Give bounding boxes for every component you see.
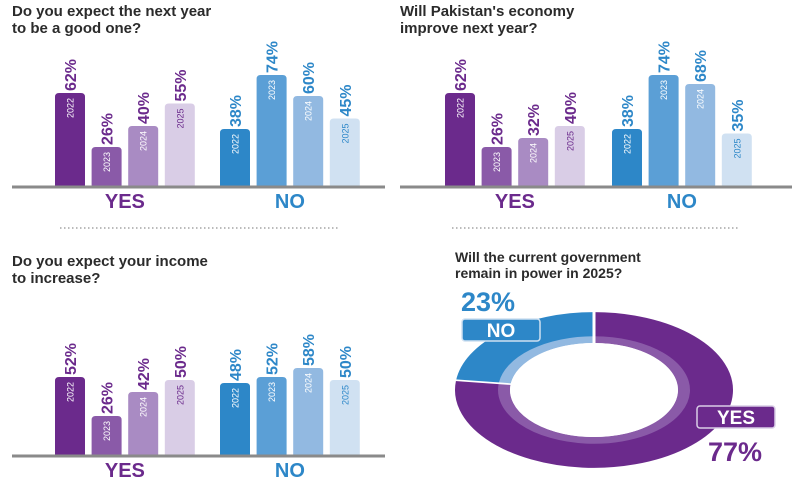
chart-title-next-year: Do you expect the next year to be a good… — [12, 3, 212, 37]
bar-yes-2022 — [445, 93, 475, 186]
bar-year-label: 2023 — [492, 152, 502, 172]
donut-label-no: NO — [487, 321, 516, 342]
bar-year-label: 2025 — [175, 385, 185, 405]
bar-value-label: 38% — [228, 95, 245, 127]
bar-no-2022 — [220, 383, 250, 455]
bar-year-label: 2024 — [304, 101, 314, 121]
group-label-yes: YES — [105, 191, 145, 213]
bar-value-label: 55% — [173, 69, 190, 101]
bar-value-label: 52% — [63, 343, 80, 375]
chart-title-economy: Will Pakistan's economy improve next yea… — [400, 3, 575, 37]
bar-no-2025 — [721, 133, 752, 186]
donut-value-no: 23% — [461, 287, 515, 317]
bar-value-label: 52% — [265, 343, 282, 375]
bar-year-label: 2022 — [231, 388, 241, 408]
bar-yes-2025 — [164, 103, 195, 186]
bar-year-label: 2022 — [623, 134, 633, 154]
bar-value-label: 45% — [338, 84, 355, 116]
bar-year-label: 2025 — [565, 131, 575, 151]
bar-yes-2024 — [128, 126, 159, 186]
bar-no-2025 — [329, 380, 360, 455]
bar-value-label: 40% — [136, 92, 153, 124]
bar-no-2024 — [685, 84, 716, 186]
donut-value-yes: 77% — [708, 437, 762, 467]
bar-no-2024 — [293, 368, 324, 455]
group-label-no: NO — [667, 191, 697, 213]
bar-year-label: 2023 — [267, 80, 277, 100]
bar-year-label: 2024 — [696, 89, 706, 109]
bar-value-label: 60% — [301, 62, 318, 94]
bar-no-2023 — [256, 75, 287, 186]
bar-value-label: 26% — [490, 113, 507, 145]
bar-no-2025 — [329, 118, 360, 186]
bar-value-label: 35% — [730, 99, 747, 131]
donut-slice-yes — [455, 312, 733, 468]
bar-value-label: 38% — [620, 95, 637, 127]
bar-chart-2: 2022 62% 2023 26% 2024 32% 2025 40% YES 2022 38% 20… — [400, 41, 792, 213]
bar-yes-2025 — [164, 380, 195, 455]
bar-yes-2025 — [554, 126, 585, 186]
bar-year-label: 2022 — [231, 134, 241, 154]
bar-year-label: 2024 — [304, 373, 314, 393]
chart-title-government: Will the current government remain in po… — [455, 249, 641, 281]
bar-year-label: 2024 — [529, 143, 539, 163]
donut-badge-no — [461, 318, 541, 342]
bar-value-label: 68% — [693, 50, 710, 82]
bar-value-label: 62% — [63, 59, 80, 91]
bar-value-label: 58% — [301, 334, 318, 366]
donut-inner-ring-yes — [498, 336, 690, 444]
bar-no-2022 — [612, 129, 642, 186]
bar-chart-3: 2022 52% 2023 26% 2024 42% 2025 50% YES 2022 48% 20… — [12, 334, 385, 480]
bar-value-label: 32% — [526, 104, 543, 136]
bar-yes-2023 — [91, 416, 122, 455]
bar-no-2024 — [293, 96, 324, 186]
bar-value-label: 62% — [453, 59, 470, 91]
bar-year-label: 2022 — [66, 98, 76, 118]
bar-value-label: 74% — [657, 41, 674, 73]
bar-year-label: 2023 — [267, 382, 277, 402]
donut-hole — [510, 342, 678, 438]
bar-year-label: 2024 — [139, 397, 149, 417]
bar-value-label: 50% — [173, 346, 190, 378]
bar-year-label: 2022 — [66, 382, 76, 402]
bar-value-label: 74% — [265, 41, 282, 73]
bar-chart-1: 2022 62% 2023 26% 2024 40% 2025 55% YES 2022 38% 20… — [12, 41, 385, 213]
group-label-yes: YES — [105, 460, 145, 480]
bar-year-label: 2023 — [102, 421, 112, 441]
bar-yes-2024 — [128, 392, 159, 455]
donut-badge-yes — [696, 405, 776, 429]
bar-year-label: 2025 — [340, 124, 350, 144]
bar-value-label: 48% — [228, 349, 245, 381]
chart-title-income: Do you expect your income to increase? — [12, 253, 208, 287]
group-label-no: NO — [275, 460, 305, 480]
bar-year-label: 2025 — [340, 385, 350, 405]
bar-year-label: 2025 — [732, 139, 742, 159]
bar-yes-2023 — [481, 147, 512, 186]
bar-yes-2022 — [55, 377, 85, 455]
bar-year-label: 2025 — [175, 109, 185, 129]
bar-value-label: 26% — [100, 113, 117, 145]
donut-inner-ring-no — [498, 336, 595, 385]
bar-yes-2022 — [55, 93, 85, 186]
bar-no-2023 — [648, 75, 679, 186]
bar-yes-2023 — [91, 147, 122, 186]
bar-value-label: 50% — [338, 346, 355, 378]
bar-year-label: 2022 — [456, 98, 466, 118]
bar-year-label: 2023 — [102, 152, 112, 172]
bar-year-label: 2023 — [659, 80, 669, 100]
bar-value-label: 40% — [563, 92, 580, 124]
bar-no-2022 — [220, 129, 250, 186]
group-label-no: NO — [275, 191, 305, 213]
bar-value-label: 42% — [136, 358, 153, 390]
bar-year-label: 2024 — [139, 131, 149, 151]
bar-yes-2024 — [518, 138, 549, 186]
donut-chart: 23% NO YES 77% — [449, 287, 776, 468]
group-label-yes: YES — [495, 191, 535, 213]
bar-no-2023 — [256, 377, 287, 455]
bar-value-label: 26% — [100, 382, 117, 414]
donut-label-yes: YES — [717, 408, 755, 429]
